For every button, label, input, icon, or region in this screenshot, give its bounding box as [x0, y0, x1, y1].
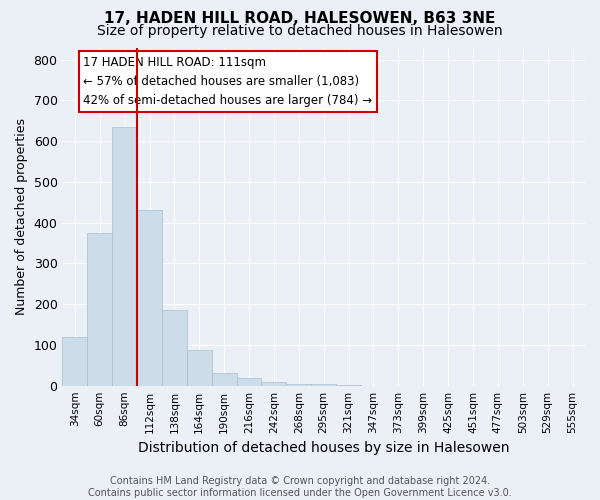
Text: Contains HM Land Registry data © Crown copyright and database right 2024.
Contai: Contains HM Land Registry data © Crown c… [88, 476, 512, 498]
Text: 17 HADEN HILL ROAD: 111sqm
← 57% of detached houses are smaller (1,083)
42% of s: 17 HADEN HILL ROAD: 111sqm ← 57% of deta… [83, 56, 373, 107]
Bar [137, 210, 162, 386]
Bar [187, 350, 212, 386]
Bar [311, 384, 336, 386]
Bar [162, 310, 187, 386]
Bar [262, 382, 286, 386]
Bar [212, 374, 236, 386]
Bar [286, 384, 311, 386]
Bar [88, 233, 112, 386]
Bar [112, 127, 137, 386]
X-axis label: Distribution of detached houses by size in Halesowen: Distribution of detached houses by size … [138, 441, 509, 455]
Y-axis label: Number of detached properties: Number of detached properties [15, 118, 28, 315]
Bar [62, 337, 88, 386]
Text: Size of property relative to detached houses in Halesowen: Size of property relative to detached ho… [97, 24, 503, 38]
Text: 17, HADEN HILL ROAD, HALESOWEN, B63 3NE: 17, HADEN HILL ROAD, HALESOWEN, B63 3NE [104, 11, 496, 26]
Bar [236, 378, 262, 386]
